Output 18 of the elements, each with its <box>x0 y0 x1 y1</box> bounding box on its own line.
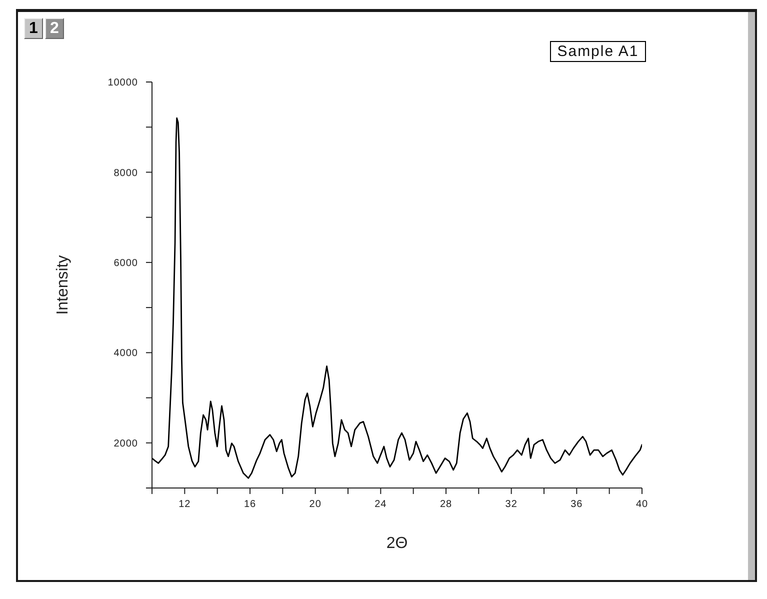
x-tick-label: 12 <box>178 499 191 510</box>
y-tick-label: 6000 <box>114 258 138 269</box>
y-tick-label: 8000 <box>114 168 138 179</box>
x-tick-label: 16 <box>244 499 256 510</box>
x-tick-label: 28 <box>440 499 452 510</box>
x-tick-label: 36 <box>570 499 583 510</box>
y-tick-label: 4000 <box>114 348 138 360</box>
y-axis-title: Intensity <box>54 255 72 315</box>
x-tick-label: 24 <box>374 499 387 510</box>
x-tick-label: 32 <box>505 499 518 510</box>
x-axis-title: 2Θ <box>386 535 408 552</box>
line-series <box>152 117 642 479</box>
y-tick-label: 10000 <box>108 78 138 89</box>
x-tick-label: 40 <box>636 499 648 510</box>
y-tick-label: 2000 <box>114 438 138 450</box>
x-tick-label: 20 <box>309 499 322 510</box>
layer-tab: 2 <box>45 18 64 39</box>
layer-tab: 1 <box>24 18 43 39</box>
